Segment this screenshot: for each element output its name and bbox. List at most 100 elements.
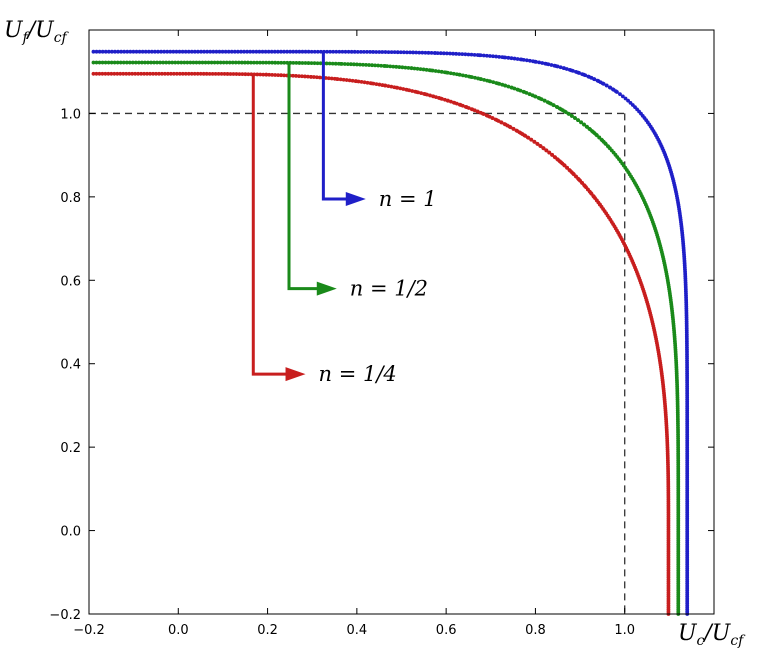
data-point <box>306 49 311 54</box>
x-tick-label: 0.0 <box>168 623 189 638</box>
data-point <box>531 59 535 64</box>
data-point <box>207 71 212 76</box>
data-point <box>509 56 514 61</box>
data-point <box>512 56 517 61</box>
data-point <box>374 50 379 54</box>
data-point <box>306 74 310 79</box>
data-point <box>233 60 238 65</box>
data-point <box>422 91 426 96</box>
data-point <box>413 89 418 94</box>
data-point <box>203 60 208 65</box>
data-point <box>494 81 499 85</box>
data-point <box>216 71 221 76</box>
data-point <box>166 71 170 76</box>
data-point <box>446 98 450 103</box>
data-point <box>503 55 508 60</box>
data-point <box>156 49 160 54</box>
data-point <box>530 93 535 98</box>
data-point <box>371 81 376 86</box>
data-point <box>124 71 129 76</box>
data-point <box>454 72 459 77</box>
data-point <box>537 60 542 65</box>
data-point <box>106 60 111 65</box>
data-point <box>355 62 359 67</box>
data-point <box>180 71 185 76</box>
data-point <box>103 71 108 76</box>
data-point <box>626 98 630 103</box>
data-point <box>388 64 393 69</box>
data-point <box>606 144 611 149</box>
data-point <box>454 101 459 106</box>
data-point <box>291 49 296 54</box>
data-point <box>204 71 209 76</box>
data-point <box>373 63 377 68</box>
data-point <box>240 72 245 77</box>
data-point <box>100 60 105 65</box>
data-point <box>325 49 329 54</box>
data-point <box>502 122 507 126</box>
annotation-arrow-head <box>285 367 306 382</box>
data-point <box>317 75 322 80</box>
data-point <box>494 54 498 59</box>
data-point <box>205 49 210 54</box>
y-tick-label: 0.8 <box>60 191 81 206</box>
data-point <box>191 60 196 65</box>
plot-frame <box>88 29 715 615</box>
data-point <box>134 49 139 54</box>
data-point <box>518 57 523 62</box>
data-point <box>227 60 232 65</box>
data-point <box>169 71 173 76</box>
data-point <box>121 71 126 76</box>
data-point <box>379 63 384 68</box>
data-point <box>338 77 343 82</box>
annotation-arrow-line <box>321 51 352 201</box>
data-point <box>386 84 391 89</box>
data-point <box>267 72 272 77</box>
data-point <box>515 57 520 61</box>
data-point <box>179 60 184 65</box>
data-point <box>541 146 546 150</box>
data-point <box>270 72 275 77</box>
data-point <box>583 184 587 188</box>
data-point <box>341 77 346 82</box>
data-point <box>485 78 490 83</box>
data-point <box>208 49 213 54</box>
data-point <box>137 49 142 54</box>
data-point <box>252 60 256 65</box>
data-point <box>415 66 420 71</box>
data-point <box>151 71 155 76</box>
data-point <box>491 54 495 59</box>
data-point <box>315 49 320 54</box>
data-point <box>404 87 409 92</box>
data-point <box>429 51 434 55</box>
annotation-3: n = 1/4 <box>251 73 397 386</box>
data-point <box>94 49 99 54</box>
data-point <box>297 74 301 78</box>
data-point <box>275 49 280 54</box>
data-point <box>269 49 274 54</box>
data-point <box>524 91 529 95</box>
data-point <box>282 49 286 54</box>
data-point <box>200 60 205 65</box>
data-point <box>499 120 504 125</box>
data-point <box>210 71 215 76</box>
data-point <box>526 135 531 140</box>
data-point <box>260 49 265 54</box>
data-point <box>131 49 136 54</box>
data-point <box>470 75 474 80</box>
data-point <box>339 61 344 66</box>
data-point <box>458 72 462 77</box>
data-point <box>549 63 554 67</box>
data-point <box>571 68 575 73</box>
annotation-arrow-head <box>345 191 366 206</box>
data-point <box>189 71 194 76</box>
data-point <box>282 73 286 78</box>
data-point <box>358 49 363 54</box>
data-point <box>185 60 190 65</box>
data-point <box>160 71 164 76</box>
data-point <box>460 52 465 57</box>
y-tick-label: −0.2 <box>49 608 81 623</box>
data-point <box>497 54 502 59</box>
data-point <box>228 72 233 76</box>
